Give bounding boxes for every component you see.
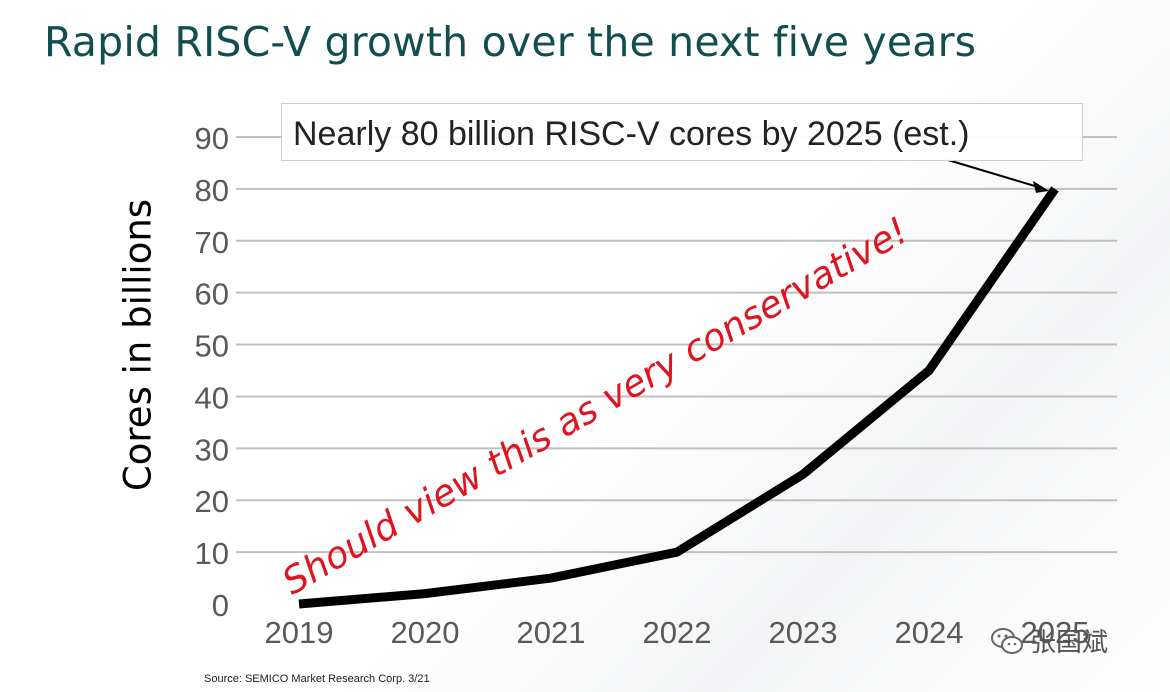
y-tick-label: 40: [195, 380, 229, 415]
watermark: 张国斌: [990, 622, 1108, 659]
y-tick-label: 70: [195, 225, 229, 260]
callout-arrow: [947, 159, 1049, 193]
source-note: Source: SEMICO Market Research Corp. 3/2…: [204, 673, 430, 685]
y-tick-label: 0: [212, 588, 229, 623]
x-tick-label: 2021: [517, 615, 586, 650]
gridlines: [236, 136, 1117, 554]
y-tick-label: 90: [195, 121, 229, 156]
arrow-head: [1033, 180, 1049, 193]
series-layer: [298, 186, 1059, 609]
slide-title: Rapid RISC-V growth over the next five y…: [44, 18, 977, 66]
y-tick-label: 30: [195, 432, 229, 467]
y-tick-label: 80: [195, 173, 229, 208]
y-tick-label: 60: [195, 277, 229, 312]
arrow-shaft: [947, 159, 1042, 189]
x-tick-label: 2022: [643, 615, 712, 650]
y-tick-label: 50: [195, 329, 229, 364]
callout-text: Nearly 80 billion RISC-V cores by 2025 (…: [293, 115, 970, 153]
x-tick-label: 2023: [769, 615, 838, 650]
x-tick-labels: 2019 2020 2021 2022 2023 2024 2025: [265, 615, 1090, 650]
y-tick-label: 20: [195, 484, 229, 519]
x-tick-label: 2020: [391, 615, 460, 650]
callout-box: [281, 103, 1083, 161]
x-tick-label: 2019: [265, 615, 334, 650]
watermark-text: 张国斌: [1030, 627, 1109, 657]
x-tick-label: 2025: [1021, 615, 1090, 650]
y-tick-labels: 0 10 20 30 40 50 60 70 80 90: [195, 121, 229, 623]
x-tick-label: 2024: [895, 615, 964, 650]
y-axis-label: Cores in billions: [116, 198, 160, 492]
y-tick-label: 10: [195, 536, 229, 571]
wechat-icon: [991, 627, 1023, 654]
